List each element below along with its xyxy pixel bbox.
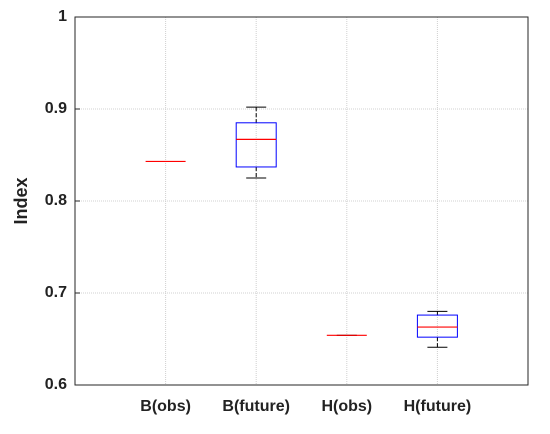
y-tick-label: 0.8 [45,192,67,209]
box [416,314,458,338]
y-tick-label: 0.6 [45,376,67,393]
y-tick-label: 1 [58,8,67,25]
plot-frame [74,16,529,386]
x-tick-label: B(obs) [140,398,191,415]
x-tick-label: B(future) [222,398,290,415]
y-tick-label: 0.9 [45,100,67,117]
y-tick-label: 0.7 [45,284,67,301]
x-tick-label: H(future) [404,398,472,415]
y-axis-label: Index [11,177,31,224]
box [235,122,277,168]
x-tick-label: H(obs) [321,398,372,415]
